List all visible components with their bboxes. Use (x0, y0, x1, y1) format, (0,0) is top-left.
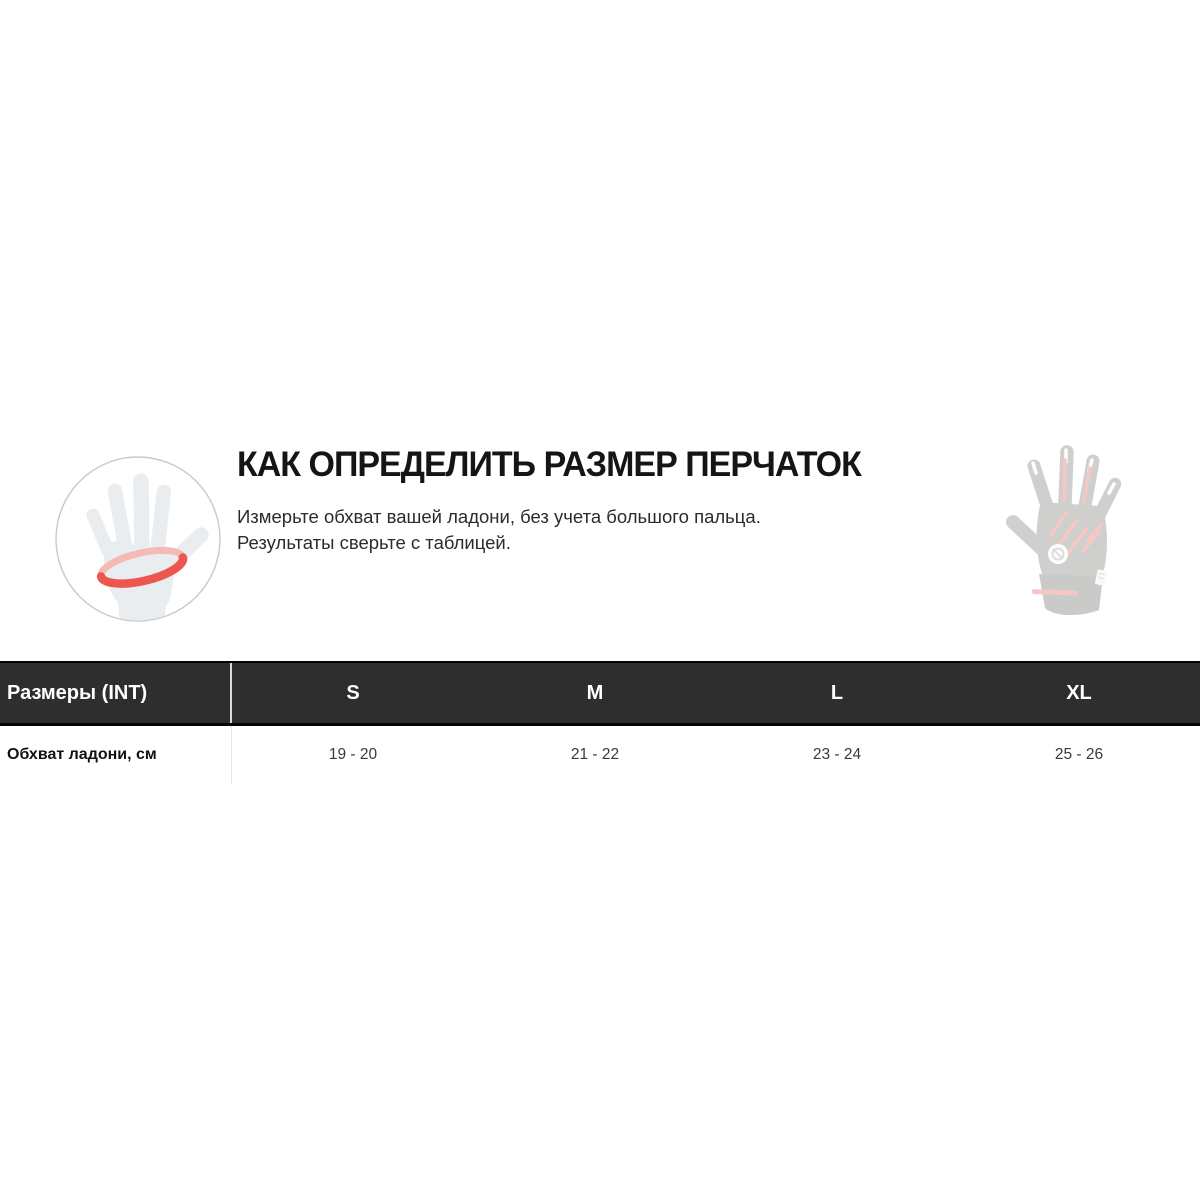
size-table-header-label: Размеры (INT) (0, 663, 232, 723)
hand-measure-illustration (54, 453, 222, 625)
size-table-row-palm-girth: Обхват ладони, см 19 - 20 21 - 22 23 - 2… (0, 726, 1200, 784)
size-table: Размеры (INT) S M L XL Обхват ладони, см… (0, 661, 1200, 784)
glove-photo (1002, 442, 1128, 622)
size-table-header-s: S (346, 681, 360, 704)
size-table-header-row: Размеры (INT) S M L XL (0, 661, 1200, 726)
size-table-row-label: Обхват ладони, см (0, 726, 232, 784)
size-table-cell-l: 23 - 24 (812, 746, 862, 763)
guide-description: Измерьте обхват вашей ладони, без учета … (237, 504, 897, 556)
size-table-cell-xl: 25 - 26 (1054, 746, 1104, 763)
size-table-header-l: L (830, 681, 844, 704)
guide-description-line-1: Измерьте обхват вашей ладони, без учета … (237, 506, 761, 527)
guide-text-block: КАК ОПРЕДЕЛИТЬ РАЗМЕР ПЕРЧАТОК Измерьте … (237, 446, 897, 556)
size-table-cell-m: 21 - 22 (570, 746, 620, 763)
size-table-header-xl: XL (1066, 681, 1092, 704)
guide-title: КАК ОПРЕДЕЛИТЬ РАЗМЕР ПЕРЧАТОК (237, 445, 862, 484)
hand-measure-icon (55, 456, 221, 622)
glove-icon (1006, 445, 1122, 616)
size-table-cell-s: 19 - 20 (328, 746, 378, 763)
guide-description-line-2: Результаты сверьте с таблицей. (237, 532, 511, 553)
size-table-header-m: M (586, 681, 604, 704)
